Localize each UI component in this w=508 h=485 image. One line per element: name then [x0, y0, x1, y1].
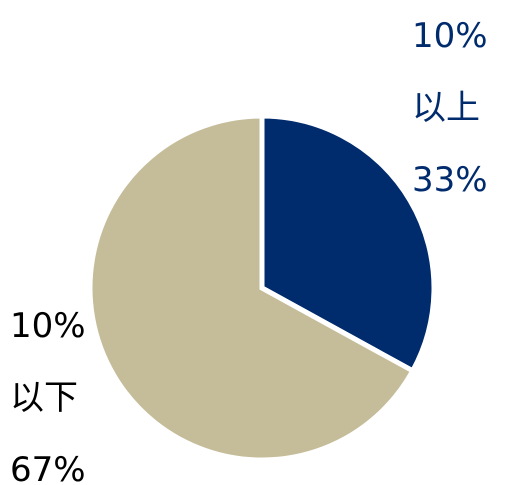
category-label: 10%以上	[412, 16, 488, 128]
slice-label: 10%以上 33%	[412, 0, 502, 216]
value-label: 67%	[10, 450, 86, 485]
pie-slice	[259, 113, 437, 375]
slice-label: 10%以下 67%	[10, 290, 100, 485]
category-label: 10%以下	[10, 306, 86, 418]
pie-slice	[87, 113, 417, 463]
value-label: 33%	[412, 160, 488, 200]
